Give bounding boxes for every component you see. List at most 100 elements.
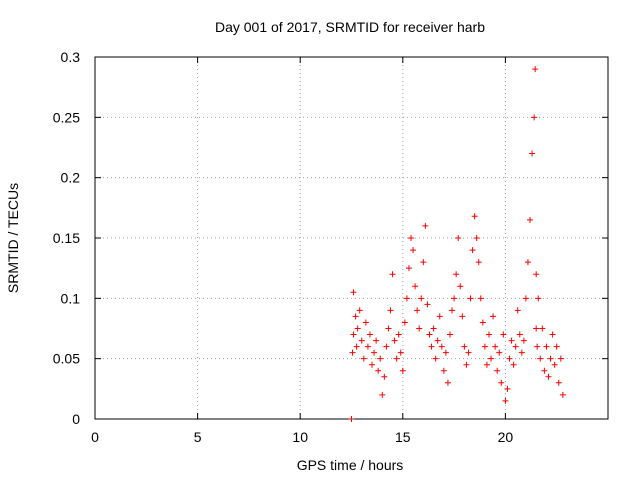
data-point bbox=[485, 331, 492, 338]
data-point bbox=[366, 331, 373, 338]
data-point bbox=[422, 222, 429, 229]
data-point bbox=[529, 150, 536, 157]
data-point bbox=[539, 325, 546, 332]
data-point bbox=[410, 247, 417, 254]
data-point bbox=[524, 259, 531, 266]
data-point bbox=[557, 355, 564, 362]
data-point bbox=[436, 313, 443, 320]
data-point bbox=[455, 235, 462, 241]
data-point bbox=[371, 349, 378, 356]
data-point bbox=[483, 361, 490, 368]
data-point bbox=[473, 235, 480, 241]
data-point bbox=[352, 313, 359, 320]
data-point bbox=[434, 337, 441, 344]
data-point bbox=[534, 343, 541, 350]
data-point bbox=[535, 295, 542, 302]
data-point bbox=[362, 319, 369, 326]
y-axis-label: SRMTID / TECUs bbox=[5, 183, 21, 293]
data-point bbox=[354, 325, 361, 332]
data-point bbox=[508, 337, 515, 344]
chart-title: Day 001 of 2017, SRMTID for receiver har… bbox=[215, 19, 485, 35]
data-point bbox=[381, 373, 388, 380]
data-point bbox=[430, 325, 437, 332]
x-tick-label: 5 bbox=[194, 429, 202, 445]
data-point bbox=[516, 331, 523, 338]
data-point bbox=[543, 343, 550, 350]
data-point bbox=[401, 319, 408, 326]
data-point bbox=[377, 355, 384, 362]
x-axis-label: GPS time / hours bbox=[297, 457, 404, 473]
data-point bbox=[349, 349, 356, 356]
data-point bbox=[510, 361, 517, 368]
data-point bbox=[467, 295, 474, 302]
data-point bbox=[420, 259, 427, 266]
data-point bbox=[444, 379, 451, 386]
data-point bbox=[379, 391, 386, 398]
data-point bbox=[412, 283, 419, 290]
data-point bbox=[504, 385, 511, 392]
data-point bbox=[395, 331, 402, 338]
data-point bbox=[547, 355, 554, 362]
data-point bbox=[416, 325, 423, 332]
data-point bbox=[451, 295, 458, 302]
data-point bbox=[527, 216, 534, 223]
data-point bbox=[403, 295, 410, 302]
data-point bbox=[399, 367, 406, 374]
x-tick-label: 0 bbox=[91, 429, 99, 445]
data-point bbox=[479, 319, 486, 326]
y-tick-label: 0.2 bbox=[61, 170, 81, 186]
data-point bbox=[500, 331, 507, 338]
data-point bbox=[481, 343, 488, 350]
y-tick-label: 0 bbox=[72, 411, 80, 427]
data-point bbox=[453, 271, 460, 278]
data-point bbox=[514, 307, 521, 314]
grid-lines bbox=[95, 57, 608, 419]
data-point bbox=[350, 289, 357, 296]
data-point bbox=[383, 343, 390, 350]
data-point bbox=[393, 355, 400, 362]
data-point bbox=[446, 331, 453, 338]
data-point bbox=[375, 367, 382, 374]
data-points bbox=[348, 66, 566, 422]
data-point bbox=[533, 325, 540, 332]
data-point bbox=[549, 331, 556, 338]
data-point bbox=[440, 367, 447, 374]
data-point bbox=[465, 349, 472, 356]
x-tick-label: 10 bbox=[292, 429, 308, 445]
data-point bbox=[522, 295, 529, 302]
data-point bbox=[533, 271, 540, 278]
data-point bbox=[469, 247, 476, 254]
data-point bbox=[532, 66, 539, 73]
data-point bbox=[397, 349, 404, 356]
data-point bbox=[389, 271, 396, 278]
data-point bbox=[364, 343, 371, 350]
data-point bbox=[348, 416, 355, 422]
data-point bbox=[502, 397, 509, 404]
data-point bbox=[545, 373, 552, 380]
data-point bbox=[457, 283, 464, 290]
data-point bbox=[506, 355, 513, 362]
data-point bbox=[496, 349, 503, 356]
data-point bbox=[428, 343, 435, 350]
data-point bbox=[518, 349, 525, 356]
data-point bbox=[531, 114, 538, 121]
data-point bbox=[512, 343, 519, 350]
x-tick-label: 20 bbox=[498, 429, 514, 445]
axis-ticks bbox=[94, 56, 608, 420]
data-point bbox=[551, 361, 558, 368]
data-point bbox=[537, 355, 544, 362]
data-point bbox=[541, 367, 548, 374]
data-point bbox=[490, 313, 497, 320]
y-tick-label: 0.3 bbox=[61, 49, 81, 65]
y-tick-label: 0.05 bbox=[53, 351, 80, 367]
data-point bbox=[426, 331, 433, 338]
data-point bbox=[353, 343, 360, 350]
data-point bbox=[360, 355, 367, 362]
data-point bbox=[459, 313, 466, 320]
data-point bbox=[498, 379, 505, 386]
data-point bbox=[432, 355, 439, 362]
x-tick-label: 15 bbox=[395, 429, 411, 445]
data-point bbox=[555, 379, 562, 386]
data-point bbox=[405, 265, 412, 272]
